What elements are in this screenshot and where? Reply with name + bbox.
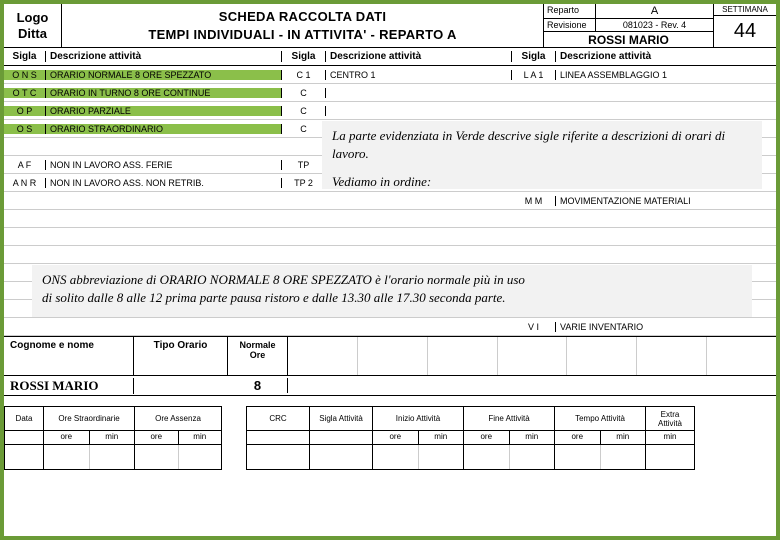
cell-sigla-1: O S [4,124,46,134]
val-nome: ROSSI MARIO [4,378,134,394]
table-row [4,246,776,264]
lbl-normale: Normale Ore [228,337,288,375]
logo-box: Logo Ditta [4,4,62,47]
bh-straord: Ore Straordinarie [44,407,134,431]
cell-desc-1: ORARIO IN TURNO 8 ORE CONTINUE [46,88,282,98]
cell-desc-3: MOVIMENTAZIONE MATERIALI [556,196,776,206]
reparto-value: A [596,4,713,18]
cell-sigla-2: C [282,88,326,98]
table-row: V IVARIE INVENTARIO [4,318,776,336]
revisione-value: 081023 - Rev. 4 [596,19,713,31]
th-sigla-3: Sigla [512,51,556,62]
cell-sigla-2: C 1 [282,70,326,80]
cell-sigla-2: C [282,106,326,116]
overlay2-l2: di solito dalle 8 alle 12 prima parte pa… [42,289,742,307]
table-row [4,210,776,228]
th-sigla-2: Sigla [282,51,326,62]
overlay-note-1: La parte evidenziata in Verde descrive s… [322,121,762,189]
cell-sigla-3: V I [512,322,556,332]
th-sigla-1: Sigla [4,51,46,62]
bh-extra: Extra Attività [646,407,694,431]
cell-desc-1: ORARIO NORMALE 8 ORE SPEZZATO [46,70,282,80]
logo-l1: Logo [17,10,49,26]
overlay1-l1: La parte evidenziata in Verde descrive s… [332,127,752,163]
header: Logo Ditta SCHEDA RACCOLTA DATI TEMPI IN… [4,4,776,48]
cell-desc-3: LINEA ASSEMBLAGGIO 1 [556,70,776,80]
settimana-label: SETTIMANA [714,4,776,16]
th-desc-3: Descrizione attività [556,51,776,62]
th-desc-1: Descrizione attività [46,51,282,62]
revisione-label: Revisione [544,19,596,31]
bottom-table: Data Ore Straordinarie oremin Ore Assenz… [4,406,776,470]
table-row: O PORARIO PARZIALEC [4,102,776,120]
bh-tempo: Tempo Attività [555,407,645,431]
cell-sigla-3: L A 1 [512,70,556,80]
title-box: SCHEDA RACCOLTA DATI TEMPI INDIVIDUALI -… [62,4,544,47]
cell-desc-1: ORARIO STRAORDINARIO [46,124,282,134]
table-header: Sigla Descrizione attività Sigla Descriz… [4,48,776,66]
table-row: M MMOVIMENTAZIONE MATERIALI [4,192,776,210]
title-l1: SCHEDA RACCOLTA DATI [64,8,541,26]
lbl-cognome: Cognome e nome [4,337,134,375]
cell-desc-1: ORARIO PARZIALE [46,106,282,116]
settimana-box: SETTIMANA 44 [714,4,776,47]
cell-desc-3: VARIE INVENTARIO [556,322,776,332]
name-orario-header: Cognome e nome Tipo Orario Normale Ore [4,336,776,376]
table-row: O T CORARIO IN TURNO 8 ORE CONTINUEC [4,84,776,102]
table-row [4,228,776,246]
cell-sigla-1: A F [4,160,46,170]
cell-sigla-2: TP 2 [282,178,326,188]
bh-sigla: Sigla Attività [310,407,372,431]
cell-desc-2: CENTRO 1 [326,70,512,80]
reparto-label: Reparto [544,4,596,18]
reparto-box: Reparto A Revisione 081023 - Rev. 4 ROSS… [544,4,714,47]
bh-assenza: Ore Assenza [135,407,221,431]
overlay2-l1: ONS abbreviazione di ORARIO NORMALE 8 OR… [42,271,742,289]
lbl-tipo: Tipo Orario [134,337,228,375]
cell-desc-1: NON IN LAVORO ASS. FERIE [46,160,282,170]
bh-fine: Fine Attività [464,407,554,431]
cell-sigla-1: O N S [4,70,46,80]
overlay-note-2: ONS abbreviazione di ORARIO NORMALE 8 OR… [32,265,752,317]
cell-desc-1: NON IN LAVORO ASS. NON RETRIB. [46,178,282,188]
cell-sigla-1: A N R [4,178,46,188]
form-page: Logo Ditta SCHEDA RACCOLTA DATI TEMPI IN… [0,0,780,540]
header-nome: ROSSI MARIO [544,31,713,48]
title-l2: TEMPI INDIVIDUALI - IN ATTIVITA' - REPAR… [64,26,541,44]
cell-sigla-2: C [282,124,326,134]
bh-crc: CRC [247,407,309,431]
val-ore: 8 [228,378,288,393]
cell-sigla-1: O T C [4,88,46,98]
name-orario-values: ROSSI MARIO 8 [4,376,776,396]
cell-sigla-1: O P [4,106,46,116]
cell-sigla-2: TP [282,160,326,170]
cell-sigla-3: M M [512,196,556,206]
th-desc-2: Descrizione attività [326,51,512,62]
settimana-value: 44 [714,16,776,47]
bh-data: Data [5,407,43,431]
overlay1-l2: Vediamo in ordine: [332,173,752,191]
table-row: O N SORARIO NORMALE 8 ORE SPEZZATOC 1CEN… [4,66,776,84]
logo-l2: Ditta [18,26,47,42]
bh-inizio: Inizio Attività [373,407,463,431]
